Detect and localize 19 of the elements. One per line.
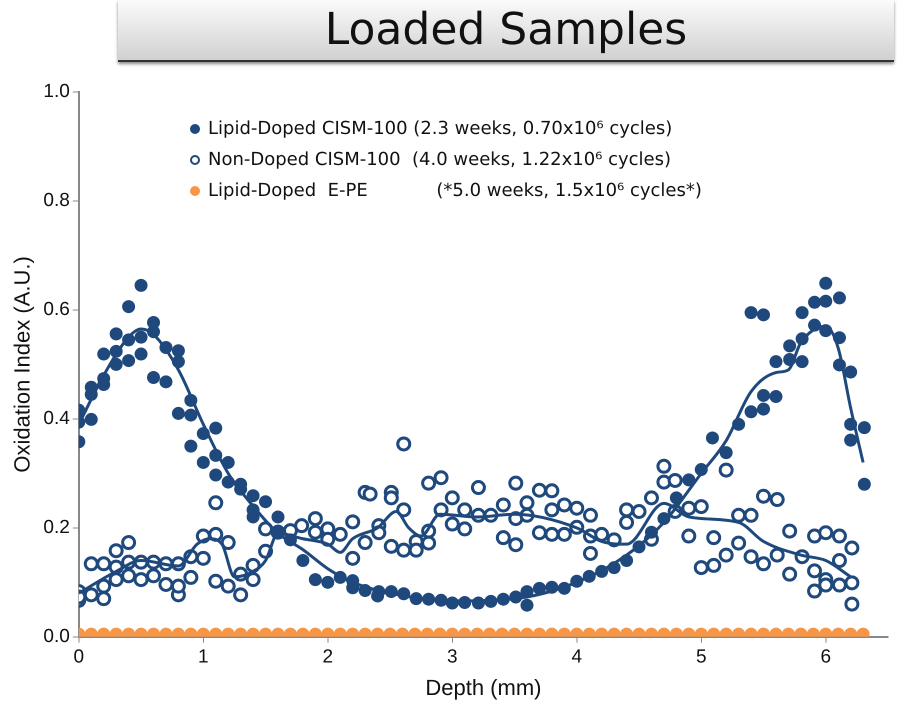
y-tick-label: 0.2	[43, 517, 70, 538]
y-axis-title: Oxidation Index (A.U.)	[9, 256, 34, 473]
chart-title: Loaded Samples	[118, 0, 894, 62]
x-tick-label: 4	[571, 646, 582, 668]
x-tick-label: 2	[322, 646, 334, 668]
y-tick-label: 1.0	[43, 81, 70, 102]
legend-label: Non-Doped CISM-100 (4.0 weeks, 1.22x10⁶ cycles)	[208, 149, 672, 170]
x-axis-title: Depth (mm)	[425, 674, 542, 700]
x-tick-label: 5	[696, 646, 707, 668]
y-tick-label: 0.8	[43, 190, 70, 212]
x-tick-label: 6	[820, 646, 832, 668]
y-tick-label: 0.6	[43, 299, 70, 320]
y-tick-label: 0.4	[43, 408, 70, 430]
legend-label: Lipid-Doped CISM-100 (2.3 weeks, 0.70x10⁶ cycles)	[208, 118, 672, 139]
x-tick-label: 0	[74, 646, 84, 668]
y-tick-label: 0.0	[43, 626, 70, 648]
x-tick-label: 3	[446, 646, 458, 668]
x-tick-label: 1	[198, 646, 209, 668]
legend-label: Lipid-Doped E-PE (*5.0 weeks, 1.5x10⁶ cycles*)	[208, 180, 702, 201]
